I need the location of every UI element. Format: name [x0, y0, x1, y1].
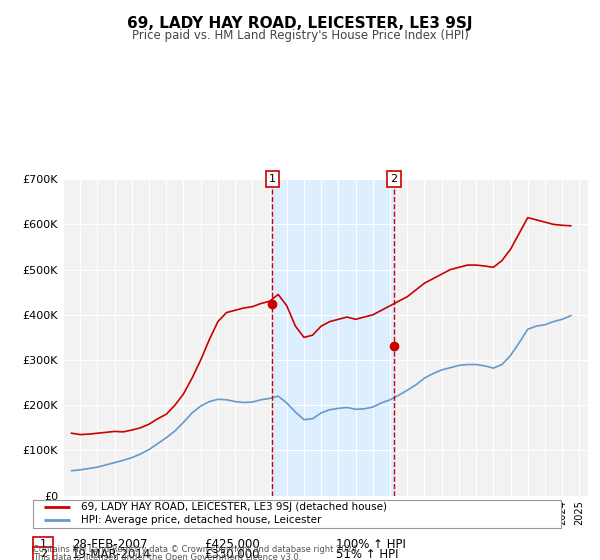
- Text: This data is licensed under the Open Government Licence v3.0.: This data is licensed under the Open Gov…: [33, 553, 301, 560]
- Text: 69, LADY HAY ROAD, LEICESTER, LE3 9SJ (detached house): 69, LADY HAY ROAD, LEICESTER, LE3 9SJ (d…: [80, 502, 386, 512]
- Text: 2: 2: [390, 174, 397, 184]
- Text: 1: 1: [40, 539, 47, 549]
- Text: Contains HM Land Registry data © Crown copyright and database right 2024.: Contains HM Land Registry data © Crown c…: [33, 545, 359, 554]
- Text: 1: 1: [269, 174, 275, 184]
- Text: 2: 2: [40, 549, 47, 559]
- Bar: [272, 179, 394, 496]
- FancyBboxPatch shape: [33, 536, 53, 552]
- Text: 19-MAR-2014: 19-MAR-2014: [72, 548, 151, 560]
- FancyBboxPatch shape: [33, 547, 53, 560]
- Text: 100% ↑ HPI: 100% ↑ HPI: [336, 538, 406, 551]
- Text: Price paid vs. HM Land Registry's House Price Index (HPI): Price paid vs. HM Land Registry's House …: [131, 29, 469, 42]
- Text: £425,000: £425,000: [204, 538, 260, 551]
- Text: 28-FEB-2007: 28-FEB-2007: [72, 538, 148, 551]
- FancyBboxPatch shape: [33, 500, 561, 528]
- Text: £330,000: £330,000: [204, 548, 260, 560]
- Text: HPI: Average price, detached house, Leicester: HPI: Average price, detached house, Leic…: [80, 515, 321, 525]
- Text: 51% ↑ HPI: 51% ↑ HPI: [336, 548, 398, 560]
- Text: 69, LADY HAY ROAD, LEICESTER, LE3 9SJ: 69, LADY HAY ROAD, LEICESTER, LE3 9SJ: [127, 16, 473, 31]
